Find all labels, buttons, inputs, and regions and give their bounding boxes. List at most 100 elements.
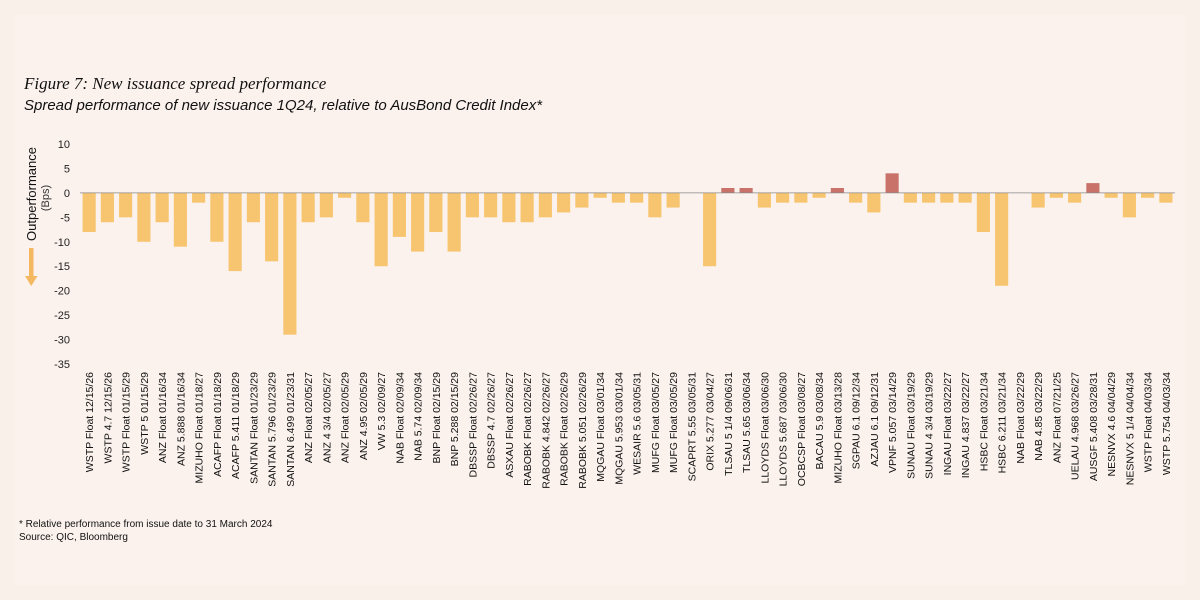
x-tick-label: ANZ Float 01/16/34: [157, 372, 169, 463]
bar: [1086, 183, 1100, 193]
bar: [374, 192, 388, 267]
bar: [995, 192, 1009, 286]
bar: [940, 192, 954, 203]
x-tick-label: AZJAU 6.1 09/12/31: [869, 372, 881, 467]
x-tick-label: ANZ 5.888 01/16/34: [175, 372, 187, 466]
bar: [922, 192, 936, 203]
x-tick-label: ORIX 5.277 03/04/27: [705, 372, 717, 471]
x-tick-label: SUNAU Float 03/19/29: [905, 372, 917, 479]
bar: [575, 192, 589, 208]
bar: [812, 192, 826, 198]
y-tick-label: 0: [64, 188, 70, 200]
bar: [338, 192, 352, 198]
x-tick-label: WSTP Float 01/15/29: [121, 372, 133, 472]
x-tick-label: SANTAN 6.499 01/23/31: [285, 372, 297, 487]
bar: [119, 192, 133, 218]
y-tick-label: 10: [58, 139, 70, 151]
bar: [794, 192, 808, 203]
bar: [484, 192, 498, 218]
x-tick-label: ANZ Float 07/21/25: [1051, 372, 1063, 463]
bar: [210, 192, 224, 242]
y-tick-label: -20: [54, 286, 70, 298]
x-tick-label: NESNVX 4.6 04/04/29: [1106, 372, 1118, 477]
y-tick-label: 5: [64, 163, 70, 175]
x-tick-label: BNP Float 02/15/29: [431, 372, 443, 464]
x-tick-label: ANZ Float 02/05/27: [303, 372, 315, 463]
bar: [1141, 192, 1155, 198]
y-axis-label-group: Outperformance (Bps): [24, 147, 52, 286]
x-tick-label: VPNF 5.057 03/14/29: [887, 372, 899, 473]
bar: [155, 192, 169, 223]
x-tick-label: WSTP Float 12/15/26: [84, 372, 96, 472]
x-tick-label: BNP 5.288 02/15/29: [449, 372, 461, 467]
bar: [520, 192, 534, 223]
y-tick-label: -25: [54, 310, 70, 322]
x-tick-label: ANZ 4.95 02/05/29: [358, 372, 370, 460]
bar: [593, 192, 607, 198]
figure-subtitle: Spread performance of new issuance 1Q24,…: [24, 97, 543, 114]
bar: [319, 192, 333, 218]
bar: [958, 192, 972, 203]
x-tick-label: NAB 5.74 02/09/34: [413, 372, 425, 461]
x-tick-label: MUFG Float 03/05/29: [668, 372, 680, 473]
down-arrow-icon: [25, 248, 38, 286]
bar: [411, 192, 425, 252]
bar: [447, 192, 461, 252]
x-tick-label: NAB Float 03/22/29: [1015, 372, 1027, 464]
source-text: Source: QIC, Bloomberg: [19, 532, 128, 543]
x-tick-label: SCAPRT 5.55 03/05/31: [686, 372, 698, 482]
bar: [429, 192, 443, 232]
x-tick-label: SGPAU 6.1 09/12/34: [851, 372, 863, 469]
bar: [1031, 192, 1045, 208]
bar: [301, 192, 315, 223]
x-tick-label: NAB 4.85 03/22/29: [1033, 372, 1045, 461]
y-axis-label: Outperformance: [24, 147, 39, 241]
x-tick-label: HSBC 6.211 03/21/34: [997, 372, 1009, 474]
x-tick-label: BACAU 5.9 03/08/34: [814, 372, 826, 470]
x-tick-label: ANZ Float 02/05/29: [340, 372, 352, 463]
x-tick-label: WESAIR 5.6 03/05/31: [632, 372, 644, 475]
bar: [757, 192, 771, 208]
x-tick-label: WSTP 4.7 12/15/26: [102, 372, 114, 464]
bar: [137, 192, 151, 242]
x-tick-label: MQGAU 5.953 03/01/34: [613, 372, 625, 485]
bar: [1159, 192, 1173, 203]
x-tick-label: RABOBK 5.051 02/26/29: [577, 372, 589, 489]
bar: [82, 192, 96, 232]
bar: [100, 192, 114, 223]
x-tick-label: NESNVX 5 1/4 04/04/34: [1124, 372, 1136, 485]
bar: [1104, 192, 1118, 198]
bar: [903, 192, 917, 203]
x-axis-labels: WSTP Float 12/15/26 WSTP 4.7 12/15/26 WSTP…: [84, 372, 1173, 489]
bar: [1049, 192, 1063, 198]
bar: [265, 192, 279, 262]
y-axis: 10 5 0 -5 -10 -15 -20 -25 -30 -35: [54, 139, 70, 371]
bar: [849, 192, 863, 203]
bar: [173, 192, 187, 247]
x-tick-label: MIZUHO Float 03/13/28: [832, 372, 844, 484]
bar: [283, 192, 297, 335]
x-tick-label: SANTAN 5.796 01/23/29: [267, 372, 279, 487]
bar: [830, 188, 844, 193]
y-tick-label: -10: [54, 237, 70, 249]
x-tick-label: RABOBK Float 02/26/29: [559, 372, 571, 486]
bar-series: [82, 173, 1173, 335]
bar: [246, 192, 260, 223]
x-tick-label: TLSAU 5 1/4 09/06/31: [723, 372, 735, 476]
bar: [666, 192, 680, 208]
x-tick-label: NAB Float 02/09/34: [394, 372, 406, 464]
bar: [392, 192, 406, 237]
bar: [538, 192, 552, 218]
bar: [192, 192, 206, 203]
y-tick-label: -35: [54, 359, 70, 371]
x-tick-label: RABOBK 4.842 02/26/27: [540, 372, 552, 489]
y-tick-label: -30: [54, 335, 70, 347]
x-tick-label: WSTP 5 01/15/29: [139, 372, 151, 455]
y-tick-label: -15: [54, 261, 70, 273]
x-tick-label: WSTP 5.754 04/03/34: [1161, 372, 1173, 475]
x-tick-label: SUNAU 4 3/4 03/19/29: [924, 372, 936, 479]
bar: [776, 192, 790, 203]
bar: [611, 192, 625, 203]
footnote-text: * Relative performance from issue date t…: [19, 519, 273, 530]
